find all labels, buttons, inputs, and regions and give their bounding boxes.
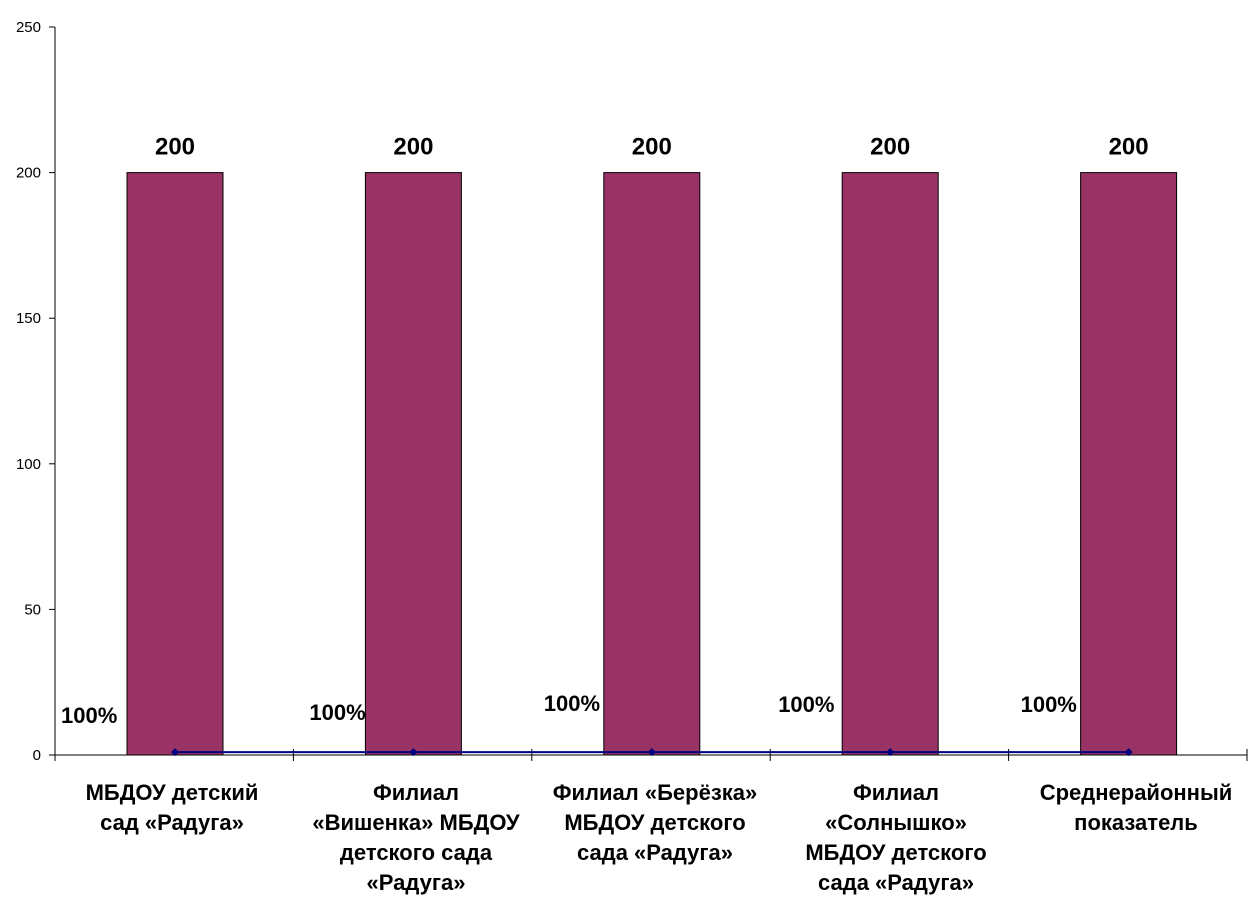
y-tick-label: 250 — [16, 19, 41, 36]
x-category-label: Филиал «Берёзка» МБДОУ детского сада «Раду… — [553, 780, 758, 865]
y-tick-label: 0 — [33, 747, 41, 764]
line-marker — [409, 748, 418, 757]
y-tick-label: 150 — [16, 310, 41, 327]
line-value-label: 100% — [309, 700, 365, 725]
x-category-label-line: «Солнышко» — [825, 810, 967, 835]
x-category-label-line: детского сада — [340, 840, 493, 865]
x-category-label-line: сад «Радуга» — [100, 810, 244, 835]
bar-series — [126, 172, 1178, 756]
category-labels: МБДОУ детский сад «Радуга» Филиал «Вишенка»… — [86, 780, 1233, 895]
x-category-label-line: Филиал «Берёзка» — [553, 780, 758, 805]
x-category-label-line: Филиал — [373, 780, 459, 805]
x-category-label-line: МБДОУ детского — [564, 810, 745, 835]
x-category-label: Филиал «Вишенка» МБДОУ детского сада «Радуг… — [312, 780, 519, 895]
x-category-label-line: МБДОУ детский — [86, 780, 259, 805]
x-category-label: Филиал «Солнышко» МБДОУ детского сада «Раду… — [805, 780, 986, 895]
x-category-label: Среднерайонный показатель — [1040, 780, 1233, 835]
data-labels: 200 200 200 200 200 100% 100% 100% 100% 100% — [61, 134, 1149, 728]
x-category-label-line: показатель — [1074, 810, 1198, 835]
bar-value-label: 200 — [393, 134, 433, 161]
x-category-label-line: «Радуга» — [367, 870, 466, 895]
bar — [841, 172, 939, 756]
line-series — [171, 748, 1133, 757]
x-category-label-line: МБДОУ детского — [805, 840, 986, 865]
line-marker — [647, 748, 656, 757]
line-value-label: 100% — [61, 703, 117, 728]
line-value-label: 100% — [778, 692, 834, 717]
x-category-label-line: Среднерайонный — [1040, 780, 1233, 805]
bar — [603, 172, 701, 756]
bar-value-label: 200 — [155, 134, 195, 161]
bar-value-label: 200 — [870, 134, 910, 161]
bar — [364, 172, 462, 756]
line-value-label: 100% — [544, 691, 600, 716]
x-category-label: МБДОУ детский сад «Радуга» — [86, 780, 259, 835]
line-marker — [171, 748, 179, 757]
y-tick-label: 100 — [16, 456, 41, 473]
line-value-label: 100% — [1021, 692, 1077, 717]
y-axis: 0 50 100 150 200 250 — [16, 19, 56, 764]
line-marker — [1124, 748, 1133, 757]
bar-value-label: 200 — [1109, 134, 1149, 161]
bar-value-label: 200 — [632, 134, 672, 161]
bar — [126, 172, 224, 756]
bar — [1080, 172, 1178, 756]
y-tick-label: 200 — [16, 165, 41, 182]
x-category-label-line: сада «Радуга» — [577, 840, 733, 865]
x-category-label-line: сада «Радуга» — [818, 870, 974, 895]
x-category-label-line: «Вишенка» МБДОУ — [312, 810, 519, 835]
line-marker — [886, 748, 895, 757]
x-category-label-line: Филиал — [853, 780, 939, 805]
y-tick-label: 50 — [24, 601, 41, 618]
